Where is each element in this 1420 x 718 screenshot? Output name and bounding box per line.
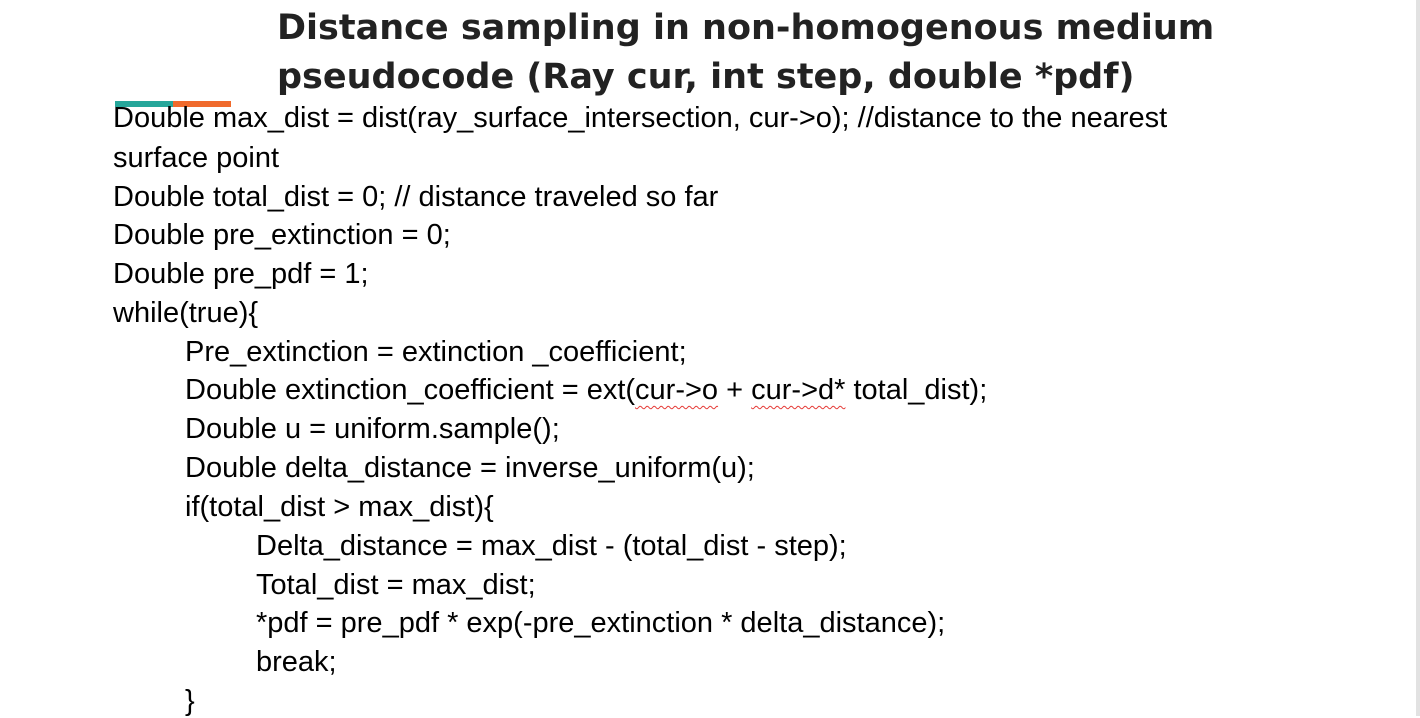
code-text: Double extinction_coefficient = ext( <box>185 374 636 406</box>
code-line: Double pre_extinction = 0; <box>113 219 451 251</box>
code-line: *pdf = pre_pdf * exp(-pre_extinction * d… <box>256 607 946 639</box>
code-line: Delta_distance = max_dist - (total_dist … <box>256 530 847 562</box>
code-line: } <box>185 685 195 717</box>
code-text: total_dist); <box>845 374 988 406</box>
code-line: if(total_dist > max_dist){ <box>185 491 494 523</box>
slide-title-line-1: Distance sampling in non-homogenous medi… <box>277 8 1215 48</box>
code-line: Double delta_distance = inverse_uniform(… <box>185 452 755 484</box>
accent-bar-orange <box>173 101 231 107</box>
code-line: Double max_dist = dist(ray_surface_inter… <box>113 102 1168 134</box>
code-line: Pre_extinction = extinction _coefficient… <box>185 336 687 368</box>
code-text: + <box>718 374 752 406</box>
spellcheck-flagged-text[interactable]: cur->o <box>635 374 719 406</box>
page-edge <box>1416 0 1420 716</box>
code-line: Total_dist = max_dist; <box>256 569 536 601</box>
accent-bar-teal <box>115 101 173 107</box>
code-line: Double extinction_coefficient = ext(cur-… <box>185 373 987 407</box>
code-line: break; <box>256 646 337 678</box>
code-line: Double pre_pdf = 1; <box>113 258 369 290</box>
slide-title-line-2: pseudocode (Ray cur, int step, double *p… <box>277 57 1135 97</box>
code-line: while(true){ <box>113 297 259 329</box>
code-line: Double u = uniform.sample(); <box>185 413 560 445</box>
spellcheck-flagged-text[interactable]: cur->d* <box>751 374 846 406</box>
code-line: Double total_dist = 0; // distance trave… <box>113 181 719 213</box>
code-line: surface point <box>113 142 280 174</box>
